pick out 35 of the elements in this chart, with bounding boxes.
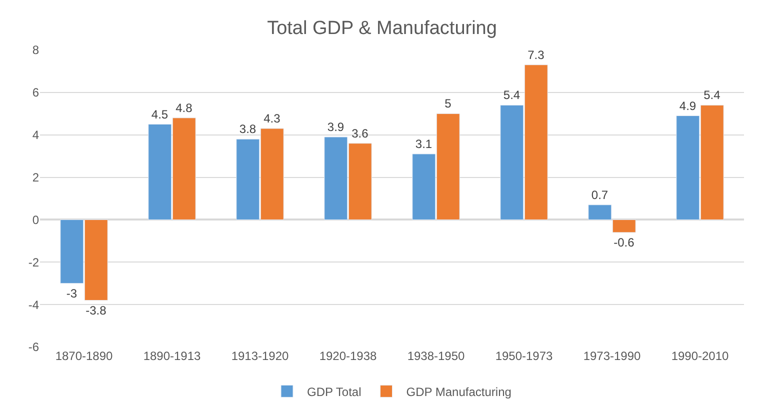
chart-title: Total GDP & Manufacturing [267,18,497,40]
data-label: 3.8 [239,122,256,136]
x-tick-label: 1870-1890 [55,349,114,363]
data-label: 5.4 [704,88,721,102]
y-tick-label: 8 [32,43,40,58]
x-tick-label: 1938-1950 [407,349,466,363]
data-label: 4.3 [264,111,281,126]
legend-label: GDP Manufacturing [406,384,512,399]
x-tick-label: 1990-2010 [671,349,730,363]
data-label: -0.6 [614,235,635,250]
y-tick-label: 2 [32,170,40,184]
x-tick-label: 1913-1920 [231,349,290,363]
y-tick-label: -6 [28,340,40,354]
data-label: -3 [66,286,78,300]
x-tick-label: 1973-1990 [583,349,642,363]
data-label: 3.6 [352,126,369,140]
y-tick-label: 4 [32,128,40,142]
data-label: 3.1 [415,136,432,151]
x-tick-label: 1920-1938 [319,349,378,363]
y-tick-label: 6 [32,86,40,100]
legend-label: GDP Total [307,384,362,399]
y-tick-label: 0 [32,212,40,227]
x-tick-label: 1890-1913 [143,349,202,363]
data-label: 5 [444,96,452,111]
data-label: 4.9 [679,98,696,113]
data-label: 7.3 [528,48,545,62]
data-label: 3.9 [327,120,344,134]
data-label: -3.8 [86,303,107,318]
y-tick-label: -4 [28,298,40,312]
data-label: 4.8 [176,100,193,115]
data-label: 5.4 [503,88,520,102]
data-label: 0.7 [591,188,608,202]
x-tick-label: 1950-1973 [495,349,554,363]
data-label: 4.5 [151,107,168,122]
y-tick-label: -2 [28,255,40,270]
